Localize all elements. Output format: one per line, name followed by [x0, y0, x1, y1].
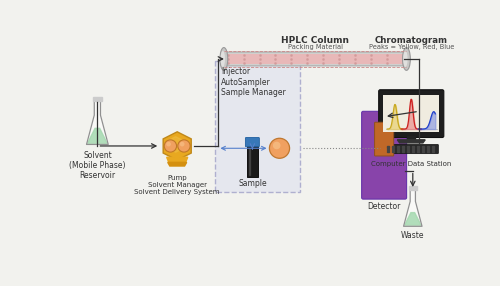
Polygon shape: [407, 151, 409, 152]
Polygon shape: [427, 151, 429, 152]
Polygon shape: [402, 146, 404, 148]
Ellipse shape: [220, 51, 225, 67]
Polygon shape: [392, 146, 394, 148]
Text: Waste: Waste: [401, 231, 424, 240]
Text: Solvent
(Mobile Phase)
Reservoir: Solvent (Mobile Phase) Reservoir: [69, 151, 126, 180]
Polygon shape: [86, 100, 108, 144]
Polygon shape: [407, 146, 409, 148]
Text: Detector: Detector: [368, 202, 401, 211]
Ellipse shape: [402, 47, 410, 70]
FancyBboxPatch shape: [378, 90, 444, 138]
Text: Packing Material: Packing Material: [288, 44, 343, 50]
Bar: [384, 95, 439, 132]
Polygon shape: [412, 148, 414, 150]
Bar: [226, 54, 405, 63]
Polygon shape: [387, 148, 389, 150]
Text: Computer Data Station: Computer Data Station: [371, 161, 452, 167]
Polygon shape: [168, 162, 186, 166]
Text: Pump
Solvent Manager
Solvent Delivery System: Pump Solvent Manager Solvent Delivery Sy…: [134, 175, 220, 195]
FancyBboxPatch shape: [362, 111, 406, 199]
FancyBboxPatch shape: [384, 144, 438, 154]
Polygon shape: [422, 146, 424, 148]
Text: Sample: Sample: [238, 179, 266, 188]
Polygon shape: [248, 148, 250, 175]
Polygon shape: [412, 151, 414, 152]
Text: Peaks = Yellow, Red, Blue: Peaks = Yellow, Red, Blue: [368, 44, 454, 50]
Polygon shape: [408, 136, 415, 140]
Polygon shape: [398, 140, 425, 143]
Polygon shape: [397, 151, 399, 152]
Text: Chromatogram: Chromatogram: [375, 36, 448, 45]
Circle shape: [270, 138, 289, 158]
Circle shape: [166, 142, 171, 146]
Ellipse shape: [220, 47, 228, 70]
Polygon shape: [387, 151, 389, 152]
Polygon shape: [432, 148, 434, 150]
Polygon shape: [397, 146, 399, 148]
Polygon shape: [407, 148, 409, 150]
FancyBboxPatch shape: [374, 122, 394, 156]
Polygon shape: [397, 148, 399, 150]
Polygon shape: [387, 146, 389, 148]
Circle shape: [273, 142, 280, 149]
Polygon shape: [88, 128, 108, 144]
Bar: [215, 61, 300, 192]
Polygon shape: [92, 98, 102, 101]
Text: Injector
AutoSampler
Sample Manager: Injector AutoSampler Sample Manager: [222, 67, 286, 97]
Circle shape: [180, 142, 184, 146]
Polygon shape: [432, 146, 434, 148]
Polygon shape: [422, 148, 424, 150]
Polygon shape: [163, 132, 191, 160]
Polygon shape: [417, 151, 419, 152]
Polygon shape: [404, 188, 422, 226]
Text: HPLC Column: HPLC Column: [281, 36, 349, 45]
Polygon shape: [402, 151, 404, 152]
Polygon shape: [422, 151, 424, 152]
Polygon shape: [412, 146, 414, 148]
Polygon shape: [427, 146, 429, 148]
Polygon shape: [166, 157, 188, 162]
Bar: [247, 146, 258, 177]
Circle shape: [164, 140, 176, 152]
Polygon shape: [427, 148, 429, 150]
FancyBboxPatch shape: [246, 138, 260, 147]
Polygon shape: [432, 151, 434, 152]
Polygon shape: [408, 186, 417, 190]
Polygon shape: [168, 137, 184, 152]
Ellipse shape: [403, 51, 407, 67]
Polygon shape: [417, 148, 419, 150]
FancyBboxPatch shape: [223, 52, 407, 66]
Polygon shape: [392, 148, 394, 150]
Polygon shape: [402, 148, 404, 150]
Polygon shape: [417, 146, 419, 148]
Circle shape: [178, 140, 190, 152]
Polygon shape: [404, 212, 421, 225]
Polygon shape: [392, 151, 394, 152]
